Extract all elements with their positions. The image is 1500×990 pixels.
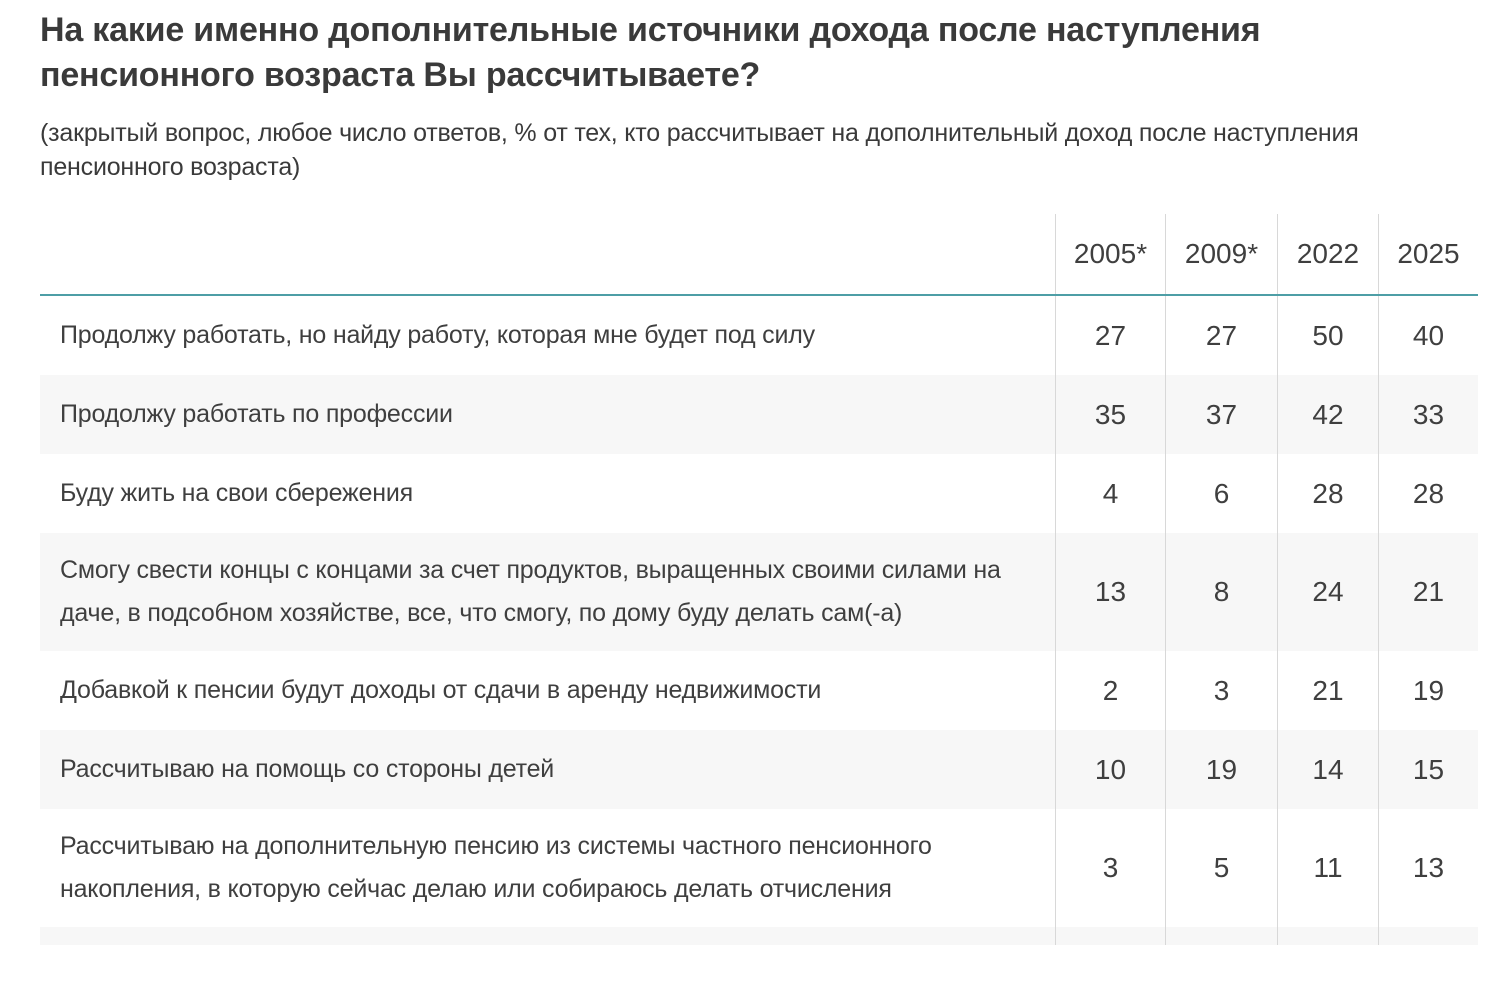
question-title: На какие именно дополнительные источники… — [40, 11, 1261, 94]
row-value-2005: 27 — [1055, 296, 1165, 375]
page: На какие именно дополнительные источники… — [40, 11, 1478, 945]
row-value-2009: 3 — [1165, 651, 1277, 730]
row-value-2005: 35 — [1055, 375, 1165, 454]
row-value-2005: 13 — [1055, 533, 1165, 651]
row-value-2022: 24 — [1277, 533, 1378, 651]
column-header-2022: 2022 — [1277, 214, 1378, 294]
row-value-2022 — [1277, 927, 1378, 945]
table-header-row: 2005* 2009* 2022 2025 — [40, 214, 1478, 296]
row-value-2025: 40 — [1378, 296, 1478, 375]
column-header-2025: 2025 — [1378, 214, 1478, 294]
table-row-cutoff — [40, 927, 1478, 945]
row-value-2009: 37 — [1165, 375, 1277, 454]
row-value-2025: 15 — [1378, 730, 1478, 809]
row-label — [40, 927, 1055, 945]
row-value-2025 — [1378, 927, 1478, 945]
row-value-2005 — [1055, 927, 1165, 945]
row-label: Продолжу работать, но найду работу, кото… — [60, 321, 815, 349]
row-value-2022: 11 — [1277, 809, 1378, 927]
table-row: Добавкой к пенсии будут доходы от сдачи … — [40, 651, 1478, 730]
results-table: 2005* 2009* 2022 2025 Продолжу работать,… — [40, 214, 1478, 945]
column-header-2005: 2005* — [1055, 214, 1165, 294]
row-label: Смогу свести концы с концами за счет про… — [60, 556, 1001, 627]
row-value-2025: 28 — [1378, 454, 1478, 533]
table-row: Смогу свести концы с концами за счет про… — [40, 533, 1478, 651]
row-label: Рассчитываю на дополнительную пенсию из … — [60, 832, 932, 903]
row-label: Добавкой к пенсии будут доходы от сдачи … — [60, 676, 822, 704]
row-value-2022: 14 — [1277, 730, 1378, 809]
table-row: Рассчитываю на помощь со стороны детей 1… — [40, 730, 1478, 809]
row-label: Рассчитываю на помощь со стороны детей — [60, 755, 555, 783]
row-value-2025: 19 — [1378, 651, 1478, 730]
row-value-2009: 19 — [1165, 730, 1277, 809]
row-label: Продолжу работать по профессии — [60, 400, 453, 428]
row-value-2005: 2 — [1055, 651, 1165, 730]
row-label: Буду жить на свои сбережения — [60, 479, 413, 507]
question-subtitle: (закрытый вопрос, любое число ответов, %… — [40, 119, 1359, 181]
column-header-2009: 2009* — [1165, 214, 1277, 294]
row-value-2025: 21 — [1378, 533, 1478, 651]
header-empty-cell — [40, 214, 1055, 294]
row-value-2022: 50 — [1277, 296, 1378, 375]
row-value-2009 — [1165, 927, 1277, 945]
row-value-2022: 42 — [1277, 375, 1378, 454]
table-row: Буду жить на свои сбережения 4 6 28 28 — [40, 454, 1478, 533]
row-value-2022: 28 — [1277, 454, 1378, 533]
table-row: Рассчитываю на дополнительную пенсию из … — [40, 809, 1478, 927]
row-value-2025: 33 — [1378, 375, 1478, 454]
row-value-2025: 13 — [1378, 809, 1478, 927]
table-row: Продолжу работать, но найду работу, кото… — [40, 296, 1478, 375]
row-value-2009: 8 — [1165, 533, 1277, 651]
row-value-2022: 21 — [1277, 651, 1378, 730]
row-value-2005: 10 — [1055, 730, 1165, 809]
row-value-2009: 6 — [1165, 454, 1277, 533]
row-value-2005: 3 — [1055, 809, 1165, 927]
row-value-2005: 4 — [1055, 454, 1165, 533]
row-value-2009: 27 — [1165, 296, 1277, 375]
table-body: Продолжу работать, но найду работу, кото… — [40, 296, 1478, 945]
table-row: Продолжу работать по профессии 35 37 42 … — [40, 375, 1478, 454]
row-value-2009: 5 — [1165, 809, 1277, 927]
